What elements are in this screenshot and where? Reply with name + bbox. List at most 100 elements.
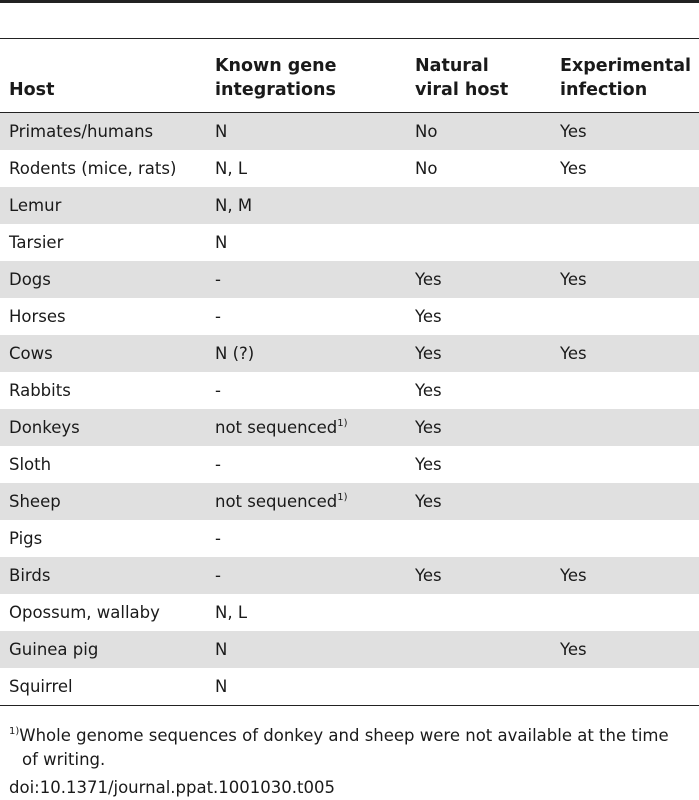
natural-viral-host-cell: Yes bbox=[406, 335, 551, 372]
host-cell-text: Pigs bbox=[9, 529, 43, 548]
host-cell: Dogs bbox=[0, 261, 206, 298]
known-gene-integrations-cell-text: - bbox=[215, 270, 221, 289]
known-gene-integrations-cell: N bbox=[206, 668, 406, 705]
natural-viral-host-cell-text: Yes bbox=[415, 270, 442, 289]
host-cell: Opossum, wallaby bbox=[0, 594, 206, 631]
known-gene-integrations-cell-text: - bbox=[215, 455, 221, 474]
host-cell-text: Primates/humans bbox=[9, 122, 154, 141]
table-bottom-rule bbox=[0, 705, 699, 706]
experimental-infection-cell-text: Yes bbox=[560, 640, 587, 659]
host-cell: Sheep bbox=[0, 483, 206, 520]
experimental-infection-cell: Yes bbox=[551, 631, 699, 668]
known-gene-integrations-cell-text: - bbox=[215, 307, 221, 326]
known-gene-integrations-cell-text: N bbox=[215, 640, 228, 659]
known-gene-integrations-cell-text: N bbox=[215, 233, 228, 252]
header-row: Host Known gene integrations Natural viral… bbox=[0, 39, 699, 112]
table-row: Horses - Yes bbox=[0, 298, 699, 335]
table-row: Rodents (mice, rats) N, L No Yes bbox=[0, 150, 699, 187]
host-cell: Rodents (mice, rats) bbox=[0, 150, 206, 187]
host-cell-text: Tarsier bbox=[9, 233, 64, 252]
natural-viral-host-cell bbox=[406, 631, 551, 668]
known-gene-integrations-cell: - bbox=[206, 261, 406, 298]
table-row: Guinea pig N Yes bbox=[0, 631, 699, 668]
natural-viral-host-cell-text: Yes bbox=[415, 381, 442, 400]
host-cell: Sloth bbox=[0, 446, 206, 483]
experimental-infection-cell: Yes bbox=[551, 261, 699, 298]
host-cell: Cows bbox=[0, 335, 206, 372]
header-top-rule bbox=[0, 38, 699, 39]
table-body: Primates/humans N No Yes Rodents (mice, rats… bbox=[0, 113, 699, 705]
footnote-ref: 1) bbox=[337, 418, 348, 429]
experimental-infection-cell bbox=[551, 594, 699, 631]
header-experimental-infection: Experimental infection bbox=[560, 56, 692, 100]
host-cell: Tarsier bbox=[0, 224, 206, 261]
footnote: 1)Whole genome sequences of donkey and s… bbox=[9, 724, 699, 772]
known-gene-integrations-cell: - bbox=[206, 372, 406, 409]
known-gene-integrations-cell-text: N, M bbox=[215, 196, 253, 215]
host-cell: Rabbits bbox=[0, 372, 206, 409]
natural-viral-host-cell bbox=[406, 668, 551, 705]
experimental-infection-cell: Yes bbox=[551, 557, 699, 594]
natural-viral-host-cell-text: No bbox=[415, 159, 438, 178]
table-row: Donkeys not sequenced1) Yes bbox=[0, 409, 699, 446]
natural-viral-host-cell-text: Yes bbox=[415, 492, 442, 511]
host-cell-text: Rabbits bbox=[9, 381, 71, 400]
table-row: Squirrel N bbox=[0, 668, 699, 705]
host-cell-text: Cows bbox=[9, 344, 53, 363]
natural-viral-host-cell: No bbox=[406, 113, 551, 150]
natural-viral-host-cell: Yes bbox=[406, 261, 551, 298]
known-gene-integrations-cell: N, M bbox=[206, 187, 406, 224]
natural-viral-host-cell-text: Yes bbox=[415, 307, 442, 326]
experimental-infection-cell: Yes bbox=[551, 150, 699, 187]
natural-viral-host-cell: Yes bbox=[406, 372, 551, 409]
table-header: Host Known gene integrations Natural viral… bbox=[0, 39, 699, 112]
host-cell: Pigs bbox=[0, 520, 206, 557]
host-cell-text: Dogs bbox=[9, 270, 51, 289]
natural-viral-host-cell: No bbox=[406, 150, 551, 187]
known-gene-integrations-cell: - bbox=[206, 557, 406, 594]
host-cell-text: Sheep bbox=[9, 492, 61, 511]
known-gene-integrations-cell: not sequenced1) bbox=[206, 409, 406, 446]
natural-viral-host-cell: Yes bbox=[406, 557, 551, 594]
host-cell: Squirrel bbox=[0, 668, 206, 705]
natural-viral-host-cell bbox=[406, 520, 551, 557]
host-cell-text: Guinea pig bbox=[9, 640, 99, 659]
table-row: Opossum, wallaby N, L bbox=[0, 594, 699, 631]
known-gene-integrations-cell: N, L bbox=[206, 150, 406, 187]
natural-viral-host-cell-text: No bbox=[415, 122, 438, 141]
host-cell-text: Birds bbox=[9, 566, 51, 585]
natural-viral-host-cell: Yes bbox=[406, 298, 551, 335]
experimental-infection-cell: Yes bbox=[551, 113, 699, 150]
known-gene-integrations-cell-text: not sequenced bbox=[215, 418, 338, 437]
known-gene-integrations-cell-text: N, L bbox=[215, 159, 248, 178]
known-gene-integrations-cell-text: N, L bbox=[215, 603, 248, 622]
host-cell: Guinea pig bbox=[0, 631, 206, 668]
experimental-infection-cell bbox=[551, 668, 699, 705]
host-cell-text: Horses bbox=[9, 307, 66, 326]
known-gene-integrations-cell: - bbox=[206, 298, 406, 335]
known-gene-integrations-cell: N bbox=[206, 113, 406, 150]
table-row: Lemur N, M bbox=[0, 187, 699, 224]
host-cell-text: Lemur bbox=[9, 196, 62, 215]
natural-viral-host-cell: Yes bbox=[406, 409, 551, 446]
table-row: Tarsier N bbox=[0, 224, 699, 261]
experimental-infection-cell bbox=[551, 483, 699, 520]
experimental-infection-cell bbox=[551, 446, 699, 483]
footnote-text-line1: Whole genome sequences of donkey and she… bbox=[19, 726, 669, 745]
table-row: Birds - Yes Yes bbox=[0, 557, 699, 594]
experimental-infection-cell bbox=[551, 224, 699, 261]
experimental-infection-cell-text: Yes bbox=[560, 270, 587, 289]
known-gene-integrations-cell-text: N (?) bbox=[215, 344, 255, 363]
known-gene-integrations-cell-text: - bbox=[215, 381, 221, 400]
known-gene-integrations-cell: - bbox=[206, 520, 406, 557]
host-cell: Birds bbox=[0, 557, 206, 594]
experimental-infection-cell-text: Yes bbox=[560, 122, 587, 141]
footnote-marker: 1) bbox=[9, 726, 20, 737]
natural-viral-host-cell bbox=[406, 224, 551, 261]
known-gene-integrations-cell-text: N bbox=[215, 677, 228, 696]
doi-reference: doi:10.1371/journal.ppat.1001030.t005 bbox=[9, 778, 335, 797]
header-natural-viral-host: Natural viral host bbox=[415, 56, 509, 100]
host-cell-text: Squirrel bbox=[9, 677, 73, 696]
experimental-infection-cell bbox=[551, 372, 699, 409]
